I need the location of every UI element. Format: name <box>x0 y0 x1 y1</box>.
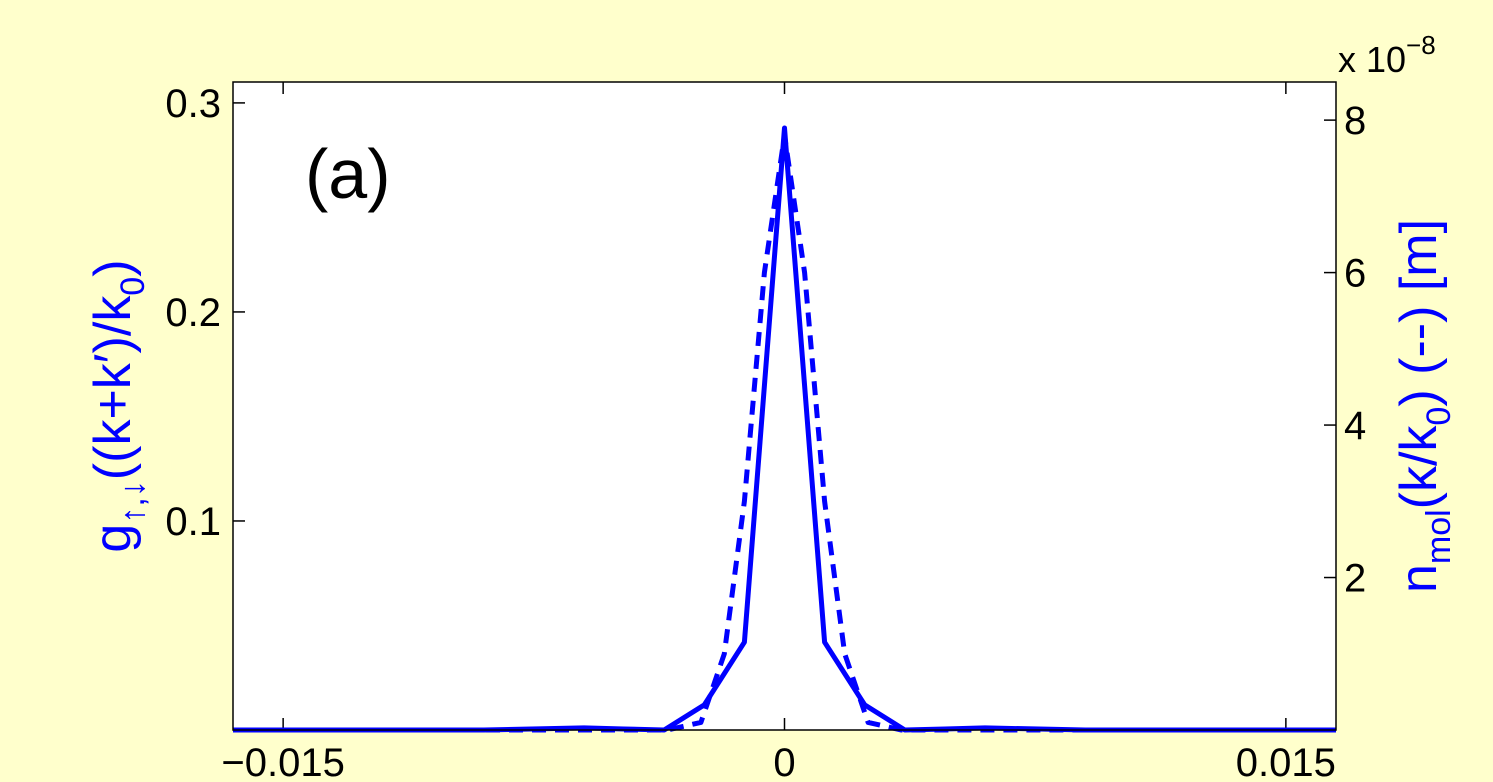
right-y-label-tail: ) (--) [m] <box>1390 219 1448 407</box>
left-y-tick-label-1: 0.2 <box>165 291 221 335</box>
plot-area <box>233 82 1336 730</box>
right-y-axis-label: nmol(k/k0) (--) [m] <box>1390 219 1458 593</box>
series-line-1-dashed <box>233 132 1336 733</box>
multiplier-prefix: x 10 <box>1338 39 1406 80</box>
left-y-tick-label-2: 0.3 <box>165 82 221 126</box>
left-y-label-rest-sub: 0 <box>114 277 152 296</box>
right-y-label-sub: mol <box>1420 509 1458 564</box>
x-tick-label-2: 0.015 <box>1236 741 1336 782</box>
series-layer <box>233 125 1336 733</box>
x-tick-label-0: −0.015 <box>221 741 344 782</box>
right-axis-multiplier: x 10−8 <box>1338 30 1436 80</box>
right-y-tick-label-1: 4 <box>1344 404 1366 448</box>
x-tick-label-1: 0 <box>773 741 795 782</box>
right-y-tick-label-0: 2 <box>1344 557 1366 601</box>
tick-labels: −0.015 0 0.015 0.1 0.2 0.3 2 4 6 8 <box>165 82 1366 782</box>
right-y-label-rest: (k/k <box>1390 425 1448 510</box>
right-y-tick-label-3: 8 <box>1344 99 1366 143</box>
left-y-label-base: g <box>84 524 142 553</box>
left-y-label-rest: ((k+k′)/k <box>84 295 142 481</box>
plot-frame <box>232 81 1337 731</box>
left-y-label-sub: ↑,↓ <box>114 480 152 523</box>
left-y-axis-label: g↑,↓((k+k′)/k0) <box>84 259 152 552</box>
series-line-0-solid <box>233 125 1336 733</box>
tick-marks <box>233 82 1336 730</box>
right-y-label-base: n <box>1390 564 1448 593</box>
right-y-label-rest-sub: 0 <box>1420 407 1458 426</box>
left-y-tick-label-0: 0.1 <box>165 500 221 544</box>
right-y-tick-label-2: 6 <box>1344 252 1366 296</box>
panel-label: (a) <box>305 135 391 213</box>
multiplier-exponent: −8 <box>1406 30 1436 60</box>
left-y-label-tail: ) <box>84 259 142 276</box>
